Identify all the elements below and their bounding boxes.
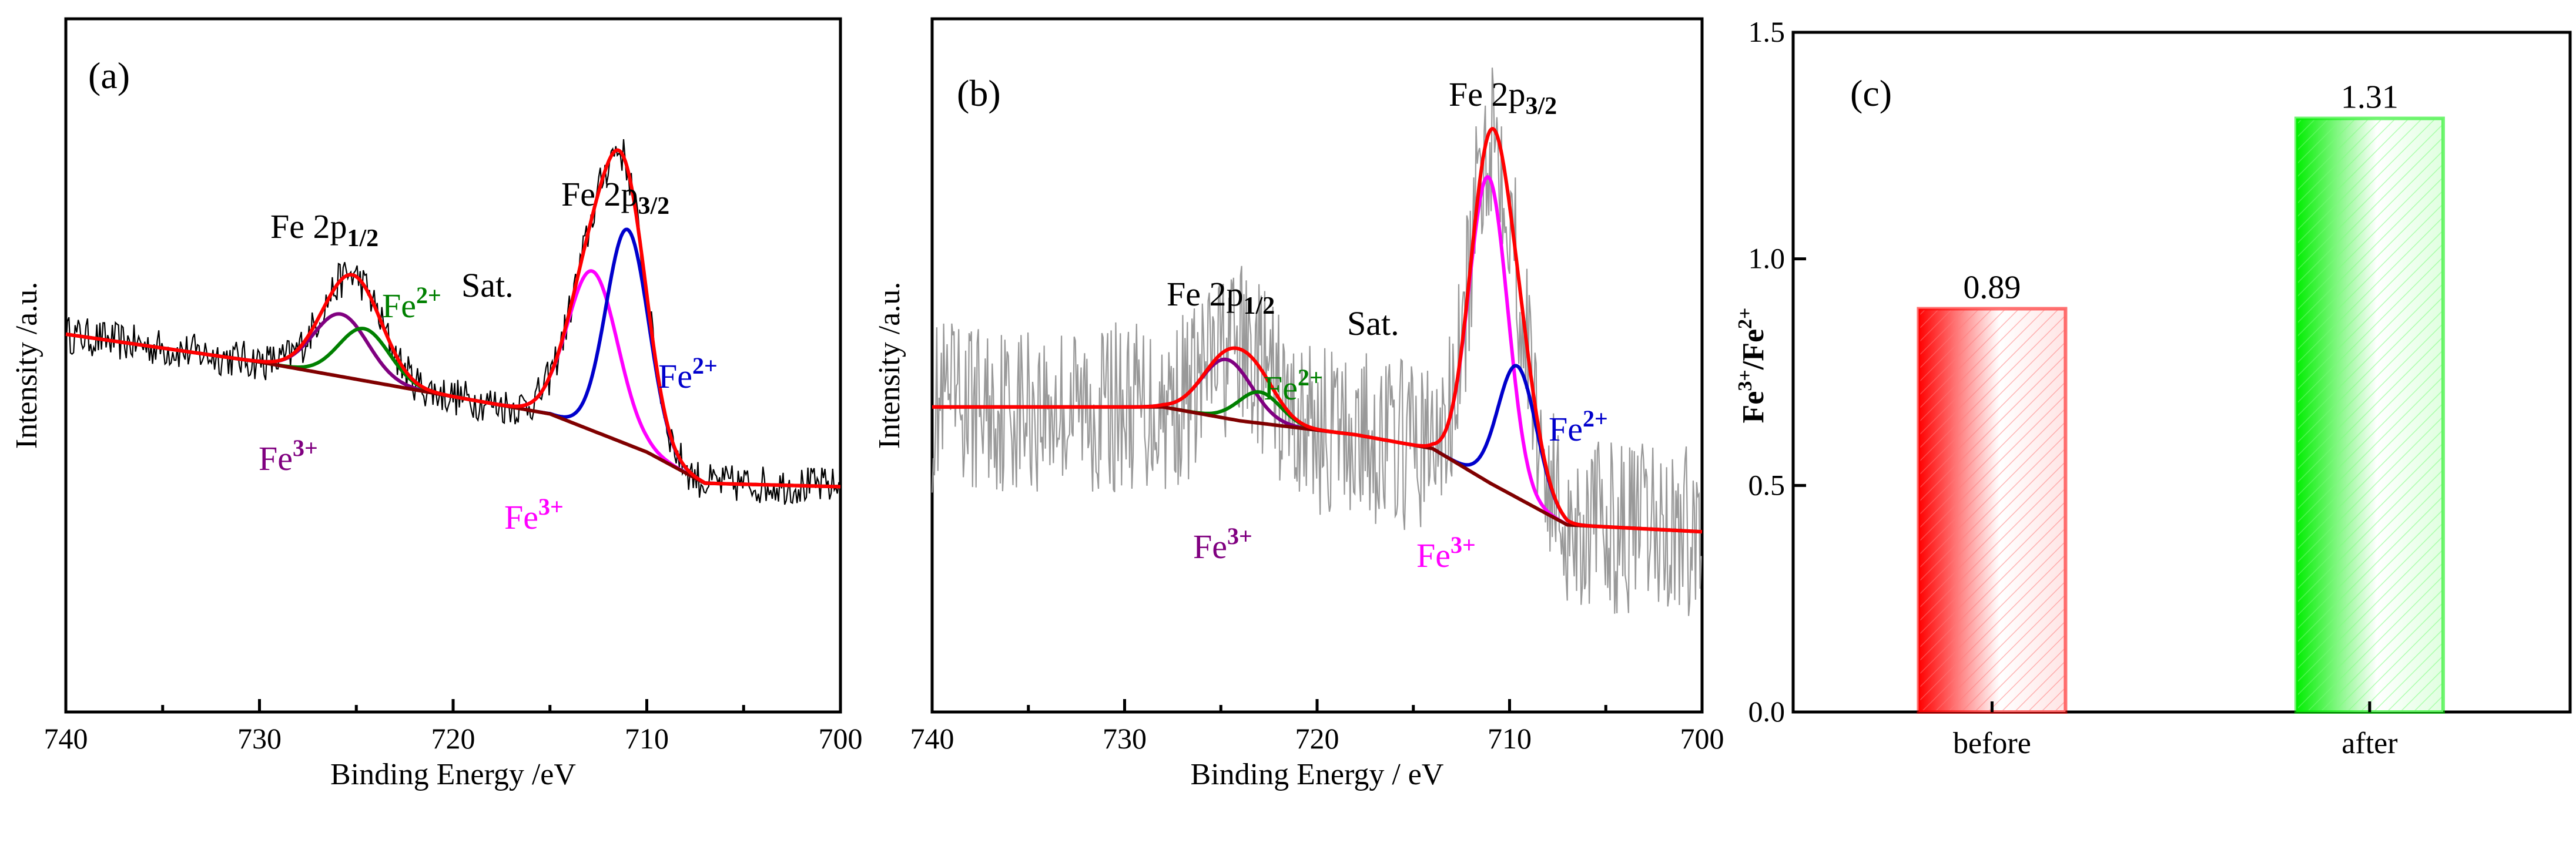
panel-c-bar-hatch-before [1917,307,2068,714]
panel-a-annotation-fe3-left: Fe3+ [259,435,318,478]
panel-c-ytick-label-1: 0.5 [1748,468,1786,501]
panel-b: 740 730 720 710 700 (b) Binding Energy / eV … [873,17,1724,791]
panel-b-fe2-left-sup: 2+ [1298,364,1323,391]
panel-a-fe2-right-main: Fe [658,357,692,395]
panel-b-annotation-fe2-left: Fe2+ [1264,364,1323,407]
panel-c-ylabel-slash: /Fe [1737,329,1770,370]
panel-b-label: (b) [957,72,1001,114]
panel-b-annotation-fe2p12: Fe 2p1/2 [1167,275,1275,320]
panel-a-fe2p32-sub: 3/2 [638,193,670,220]
panel-a-plot-frame [64,17,842,714]
panel-a-series-group [65,139,840,505]
panel-a-fe3-left-sup: 3+ [293,435,318,461]
panel-b-fe3-left-sup: 3+ [1227,523,1252,549]
panel-a-xtick-label-0: 740 [44,722,88,755]
panel-a-ticks: 740 730 720 710 700 [44,699,863,755]
panel-b-annotation-fe3-left: Fe3+ [1193,523,1252,566]
panel-b-fe2p32-sub: 3/2 [1526,93,1557,120]
panel-c-plot-frame [1791,31,2572,714]
panel-a-ylabel: Intensity /a.u. [10,282,43,449]
panel-a-fe3-left-main: Fe [259,439,293,478]
panel-b-xtick-label-3: 710 [1488,722,1532,755]
panel-a-fe3-right-main: Fe [504,498,538,536]
panel-b-annotation-fe3-right: Fe3+ [1416,532,1476,575]
panel-c-bar-hatch-after [2294,116,2445,714]
panel-b-fe2p32-main: Fe 2p [1449,75,1526,113]
panel-a-fe3-right-sup: 3+ [538,493,564,520]
panel-b-fe3-right-sup: 3+ [1451,532,1476,558]
panel-a-xtick-label-1: 730 [237,722,282,755]
panel-a-annotation-sat: Sat. [461,266,514,304]
panel-a-annotation-fe2-left: Fe2+ [382,282,441,325]
panel-b-xtick-label-0: 740 [910,722,954,755]
panel-a-envelope-line [65,148,840,489]
panel-a-annotation-fe2-right: Fe2+ [658,352,718,395]
panel-a-annotation-fe3-right: Fe3+ [504,493,564,536]
panel-c-ytick-label-3: 1.5 [1748,15,1786,48]
panel-c-ytick-label-0: 0.0 [1748,695,1786,728]
panel-c-category-after: after [2341,727,2397,760]
panel-b-annotation-fe2p32: Fe 2p3/2 [1449,75,1557,120]
panel-a-background-line [65,332,839,489]
panel-a-raw-data-line [65,139,840,505]
panel-b-annotation-fe2-right: Fe2+ [1549,405,1608,448]
panel-b-fe2p12-sub: 1/2 [1244,293,1275,320]
panel-a-fe2-left-sup: 2+ [416,282,441,308]
panel-a-annotation-fe2p32: Fe 2p3/2 [561,175,669,220]
panel-c-ylabel-fe: Fe [1737,391,1770,424]
panel-b-fe2p12-main: Fe 2p [1167,275,1244,313]
panel-a-fe2p32-main: Fe 2p [561,175,638,213]
panel-b-xlabel: Binding Energy / eV [1191,758,1444,791]
panel-a-xlabel: Binding Energy /eV [330,758,576,791]
panel-a-xtick-label-3: 710 [625,722,669,755]
panel-b-fe3-right-main: Fe [1416,536,1451,575]
panel-b-fe2-right-sup: 2+ [1583,405,1608,432]
panel-a-fe2p12-main: Fe 2p [270,207,347,246]
panel-a-xtick-label-2: 720 [431,722,475,755]
panel-b-fe2-right-main: Fe [1549,410,1583,448]
panel-b-envelope-line [932,126,1703,534]
panel-c-ylabel: Fe3+/Fe2+ [1734,308,1770,424]
panel-b-series-group [931,68,1703,616]
panel-a-label: (a) [88,55,130,96]
panel-a-xtick-label-4: 700 [819,722,863,755]
panel-c-bar-value-after: 1.31 [2341,79,2399,116]
panel-b-xtick-label-1: 730 [1103,722,1147,755]
panel-b-raw-data-line [931,68,1702,616]
panel-c-category-before: before [1953,727,2031,760]
panel-c-bar-value-before: 0.89 [1963,270,2021,306]
panel-c-ticks: 0.0 0.5 1.0 1.5 [1748,15,2371,728]
panel-c-ylabel-sup-a: 3+ [1734,370,1756,391]
panel-b-xtick-label-4: 700 [1680,722,1724,755]
panel-c: 0.89 before 1.31 after 0.0 0.5 1.0 1.5 (c) Fe3… [1734,15,2572,760]
panel-a: 740 730 720 710 700 (a) Binding Energy /eV I… [10,17,863,791]
panel-b-ticks: 740 730 720 710 700 [910,699,1724,755]
panel-a-fe2p12-sub: 1/2 [347,225,379,252]
panel-c-ylabel-sup-b: 2+ [1734,308,1756,329]
panel-c-bars: 0.89 before 1.31 after [1917,79,2445,760]
panel-b-xtick-label-2: 720 [1295,722,1339,755]
panel-a-fe2-right-sup: 2+ [692,352,718,379]
panel-b-fe3-left-main: Fe [1193,528,1227,566]
panel-c-ytick-label-2: 1.0 [1748,242,1786,275]
panel-b-annotation-sat: Sat. [1347,304,1399,342]
panel-a-fe2-left-main: Fe [382,287,416,325]
panel-b-ylabel: Intensity /a.u. [873,282,906,449]
panel-c-label: (c) [1850,72,1892,114]
panel-a-annotation-fe2p12: Fe 2p1/2 [270,207,378,252]
panel-b-fe2-left-main: Fe [1264,369,1298,407]
